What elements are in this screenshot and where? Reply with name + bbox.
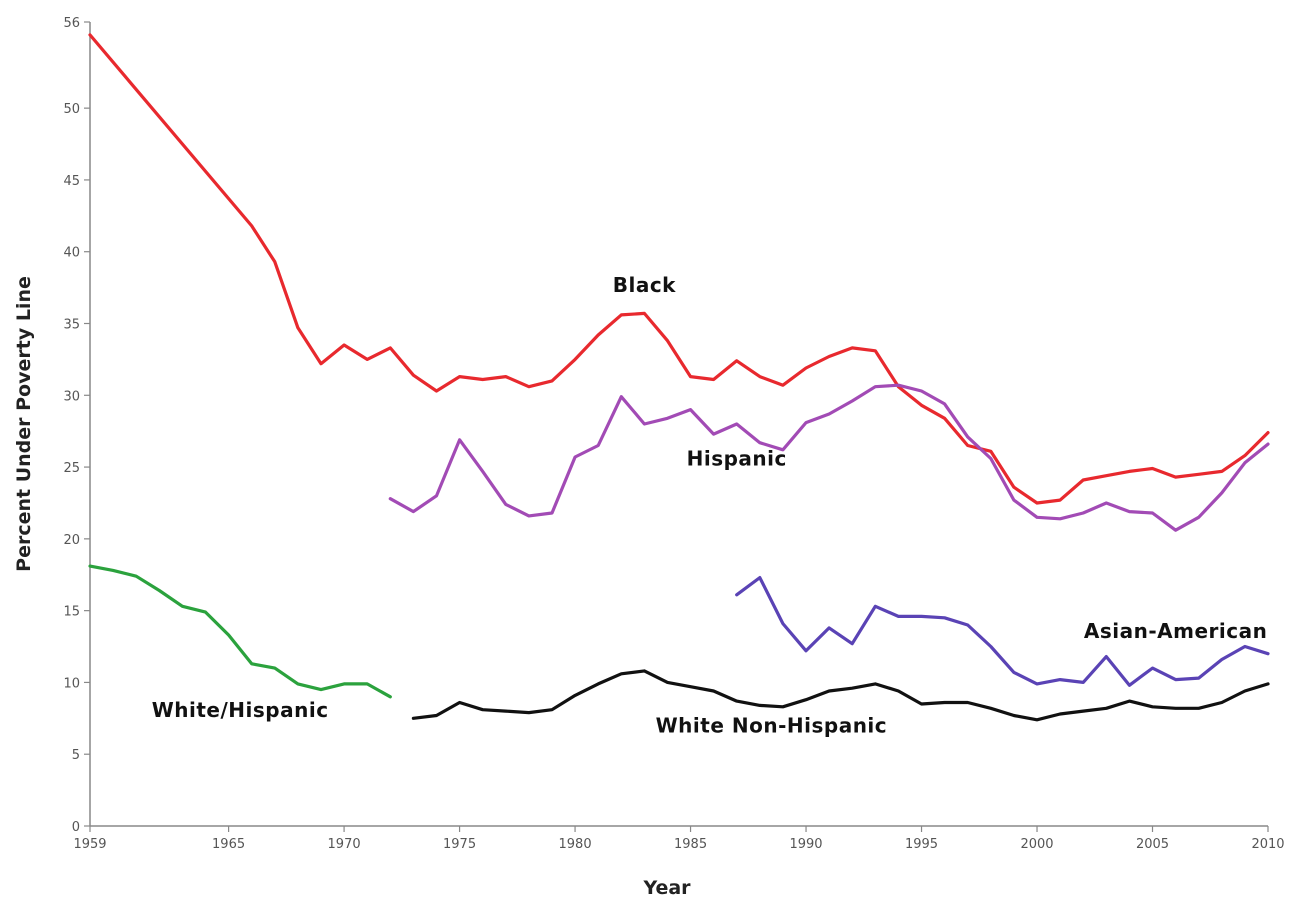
y-axis-title: Percent Under Poverty Line — [13, 276, 35, 572]
y-tick-label: 50 — [63, 102, 80, 117]
y-tick-label: 20 — [63, 533, 80, 548]
series-lines — [88, 33, 1270, 722]
series-line-asian-american — [735, 575, 1270, 687]
series-label-white-non-hispanic: White Non-Hispanic — [656, 714, 888, 738]
x-tick-label: 1980 — [559, 837, 592, 852]
x-tick-label: 2005 — [1136, 837, 1169, 852]
x-axis-title: Year — [642, 877, 691, 899]
series-labels: Black Hispanic Asian-American White Non-His… — [152, 273, 1267, 738]
axes — [89, 22, 1268, 827]
y-tick-label: 35 — [63, 318, 80, 333]
x-tick-label: 1995 — [905, 837, 938, 852]
x-tick-label: 1990 — [789, 837, 822, 852]
series-label-hispanic: Hispanic — [687, 447, 787, 471]
series-label-asian-american: Asian-American — [1084, 619, 1267, 643]
x-ticks: 1959 1965 1970 1975 1980 1985 1990 1995 2000 2005… — [73, 826, 1285, 852]
y-tick-label: 56 — [63, 16, 80, 31]
y-tick-label: 10 — [63, 676, 80, 691]
series-label-black: Black — [613, 273, 676, 297]
x-tick-label: 1985 — [674, 837, 707, 852]
x-tick-label: 1970 — [328, 837, 361, 852]
y-tick-label: 40 — [63, 246, 80, 261]
y-tick-label: 0 — [72, 820, 80, 835]
series-line-black — [88, 33, 1270, 505]
y-tick-label: 5 — [72, 748, 80, 763]
x-tick-label: 1975 — [443, 837, 476, 852]
series-line-white-hispanic — [88, 564, 392, 699]
x-tick-label: 1965 — [212, 837, 245, 852]
series-label-white-hispanic: White/Hispanic — [152, 698, 329, 722]
x-tick-label: 2000 — [1020, 837, 1053, 852]
y-ticks: 0 5 10 15 20 25 30 35 40 45 50 56 — [63, 16, 90, 835]
x-tick-label: 2010 — [1251, 837, 1284, 852]
y-tick-label: 45 — [63, 174, 80, 189]
series-line-white-non-hispanic — [411, 669, 1270, 722]
y-tick-label: 30 — [63, 389, 80, 404]
series-line-hispanic — [388, 383, 1270, 532]
x-tick-label: 1959 — [73, 837, 106, 852]
y-tick-label: 25 — [63, 461, 80, 476]
y-tick-label: 15 — [63, 605, 80, 620]
